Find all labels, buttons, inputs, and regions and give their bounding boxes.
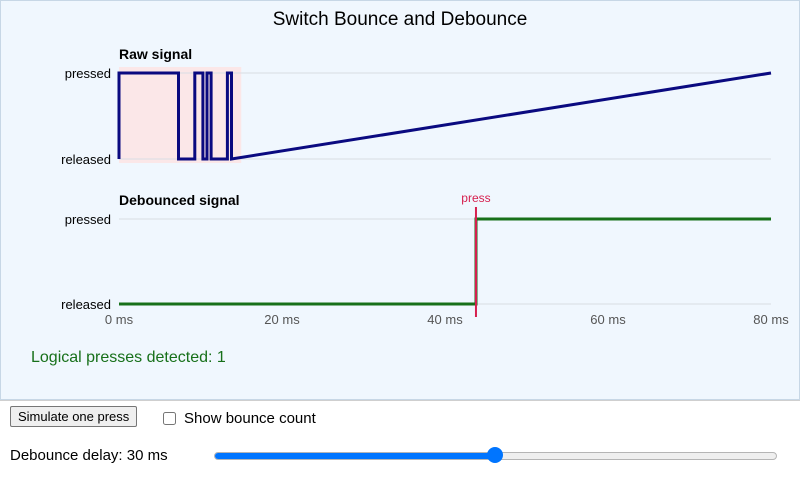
logical-presses-status: Logical presses detected: 1 — [31, 349, 226, 366]
debounced-signal-line — [119, 217, 771, 306]
chart-title: Switch Bounce and Debounce — [273, 9, 528, 30]
x-tick-label: 80 ms — [753, 312, 789, 327]
controls-bar: Simulate one press Show bounce count Deb… — [0, 400, 800, 483]
figure-panel: Switch Bounce and Debounce Raw signal pr… — [0, 0, 800, 400]
debounce-delay-label: Debounce delay: 30 ms — [10, 447, 168, 464]
raw-panel-title: Raw signal — [119, 46, 192, 62]
show-bounce-count-checkbox[interactable] — [163, 411, 176, 425]
x-axis-tick-labels: 0 ms 20 ms 40 ms 60 ms 80 ms — [105, 312, 789, 327]
raw-signal-line — [117, 71, 772, 161]
debounced-y-tick-label-released: released — [61, 297, 111, 312]
x-tick-label: 60 ms — [590, 312, 626, 327]
show-bounce-count-toggle[interactable]: Show bounce count — [163, 408, 316, 428]
debounce-delay-slider-thumb[interactable] — [486, 447, 503, 463]
chart-svg: Switch Bounce and Debounce Raw signal pr… — [31, 9, 789, 366]
debounced-y-tick-label-pressed: pressed — [65, 212, 111, 227]
raw-signal-panel: Raw signal pressed released — [61, 46, 772, 167]
x-tick-label: 40 ms — [427, 312, 463, 327]
debounced-signal-panel: Debounced signal pressed released press — [61, 191, 771, 317]
raw-y-tick-label-released: released — [61, 152, 111, 167]
debounced-panel-title: Debounced signal — [119, 192, 240, 208]
debounce-delay-slider-fill — [215, 453, 496, 459]
show-bounce-count-label: Show bounce count — [184, 409, 316, 427]
x-tick-label: 20 ms — [264, 312, 300, 327]
press-annotation-label: press — [461, 191, 490, 205]
bounce-region-shade — [119, 67, 242, 163]
simulate-press-button[interactable]: Simulate one press — [10, 406, 138, 427]
x-tick-label: 0 ms — [105, 312, 134, 327]
raw-y-tick-label-pressed: pressed — [65, 66, 111, 81]
